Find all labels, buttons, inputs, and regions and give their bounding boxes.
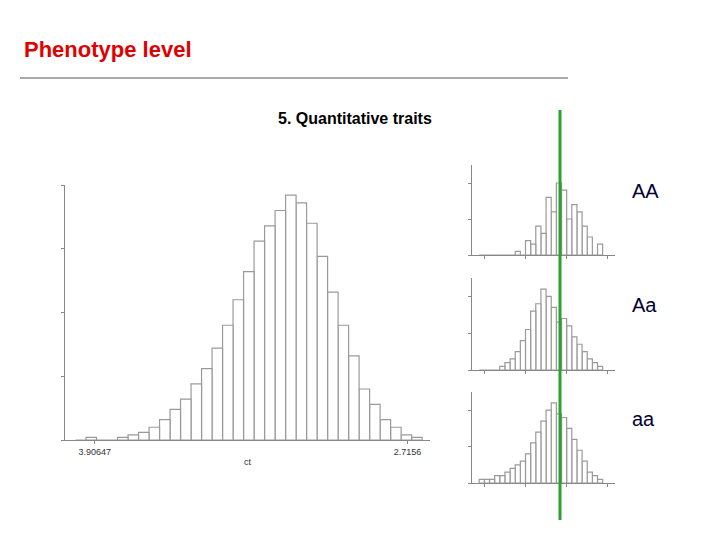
svg-text:5. Quantitative traits: 5. Quantitative traits <box>278 110 432 127</box>
svg-text:3.90647: 3.90647 <box>79 447 112 457</box>
svg-text:2.7156: 2.7156 <box>394 447 422 457</box>
svg-text:ct: ct <box>244 457 252 467</box>
svg-text:AA: AA <box>632 180 659 202</box>
svg-text:Phenotype level: Phenotype level <box>24 37 192 62</box>
svg-text:aa: aa <box>632 408 655 430</box>
svg-text:Aa: Aa <box>632 294 657 316</box>
